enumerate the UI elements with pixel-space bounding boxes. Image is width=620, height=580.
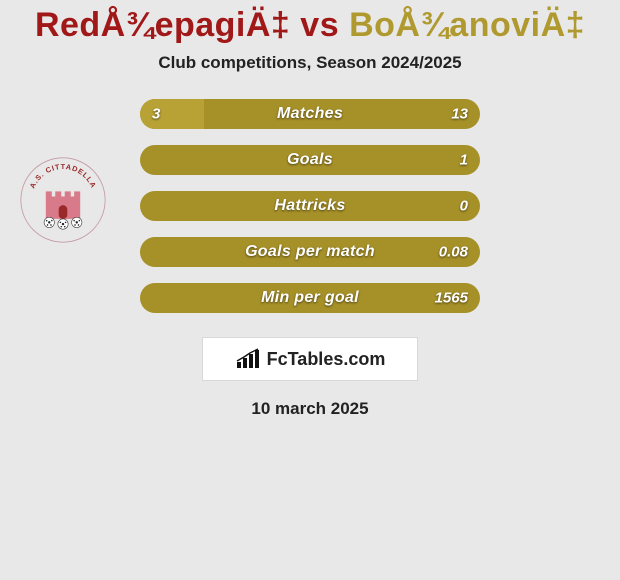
- player2-name: BoÅ¾anoviÄ‡: [349, 6, 585, 44]
- stat-label: Goals: [140, 151, 480, 169]
- brand-chart-icon: [235, 348, 261, 370]
- stat-value-right: 0: [460, 198, 468, 215]
- castle-door: [59, 205, 68, 219]
- castle-cren-4: [74, 191, 80, 198]
- stat-label: Goals per match: [140, 243, 480, 261]
- comparison-bars: Matches3 13 Goals1 Hattricks0 Goals per matc…: [140, 99, 480, 313]
- castle-cren-1: [46, 191, 52, 198]
- club-badge: A.S. CITTADELLA: [20, 157, 106, 243]
- widget-container: RedÅ¾epagiÄ‡ vs BoÅ¾anoviÄ‡ Club competi…: [0, 0, 620, 419]
- stat-value-right: 0.08: [439, 244, 468, 261]
- castle-cren-2: [55, 191, 61, 198]
- stat-value-right: 1: [460, 152, 468, 169]
- stat-label: Min per goal: [140, 289, 480, 307]
- team-placeholder-right-2: [510, 149, 610, 179]
- stat-value-left: 3: [152, 106, 160, 123]
- castle-cren-3: [65, 191, 71, 198]
- brand-box[interactable]: FcTables.com: [202, 337, 418, 381]
- brand-name: FcTables.com: [267, 349, 386, 370]
- stat-bar: Min per goal1565: [140, 283, 480, 313]
- brand-chart-line: [237, 349, 258, 361]
- stat-bar: Goals per match0.08: [140, 237, 480, 267]
- team-placeholder-left: [10, 99, 110, 129]
- stat-value-right: 1565: [435, 290, 468, 307]
- stat-label: Hattricks: [140, 197, 480, 215]
- stat-label: Matches: [140, 105, 480, 123]
- club-badge-svg: A.S. CITTADELLA: [20, 157, 106, 243]
- player1-name: RedÅ¾epagiÄ‡: [35, 6, 300, 44]
- date: 10 march 2025: [0, 399, 620, 419]
- stats-area: A.S. CITTADELLA: [0, 99, 620, 419]
- vs-word: vs: [300, 6, 349, 44]
- team-placeholder-right-1: [510, 99, 610, 129]
- stat-value-right: 13: [451, 106, 468, 123]
- stat-bar: Matches3 13: [140, 99, 480, 129]
- stat-bar: Goals1: [140, 145, 480, 175]
- stat-bar: Hattricks0: [140, 191, 480, 221]
- page-title: RedÅ¾epagiÄ‡ vs BoÅ¾anoviÄ‡: [0, 0, 620, 53]
- subtitle: Club competitions, Season 2024/2025: [0, 53, 620, 73]
